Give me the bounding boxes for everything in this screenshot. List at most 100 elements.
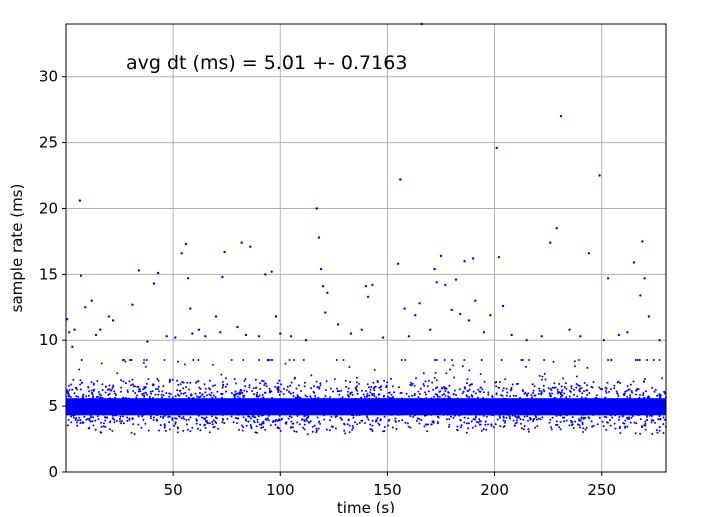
data-point — [319, 384, 322, 387]
data-point — [569, 390, 572, 393]
data-point — [373, 389, 376, 392]
data-point — [234, 400, 237, 402]
data-point — [578, 424, 581, 427]
data-point — [273, 399, 276, 402]
data-point — [86, 401, 89, 403]
data-point — [206, 394, 208, 397]
data-point — [391, 426, 394, 429]
data-point — [72, 378, 75, 381]
data-point — [277, 404, 280, 407]
data-point — [540, 410, 543, 412]
data-point — [582, 411, 585, 414]
data-point — [345, 411, 348, 414]
data-point — [137, 423, 140, 426]
data-point — [303, 411, 306, 414]
data-point — [406, 410, 409, 413]
data-point — [119, 420, 121, 423]
data-point — [221, 381, 224, 383]
data-point — [604, 390, 607, 392]
data-point — [157, 385, 160, 388]
data-point — [568, 395, 571, 398]
data-point — [242, 396, 245, 399]
data-point — [114, 404, 117, 407]
data-point — [155, 404, 158, 407]
data-point — [492, 414, 495, 417]
data-point — [325, 380, 328, 383]
data-point — [604, 405, 607, 408]
data-point — [482, 409, 485, 411]
data-point — [513, 408, 515, 411]
data-point — [424, 391, 427, 394]
data-point — [116, 398, 119, 401]
outlier-point — [433, 267, 436, 271]
data-point — [419, 387, 422, 390]
data-point — [516, 409, 519, 412]
data-point — [621, 415, 624, 417]
data-point — [160, 406, 162, 409]
data-point — [459, 426, 462, 429]
data-point — [158, 390, 161, 393]
data-point — [432, 402, 435, 405]
data-point — [306, 395, 309, 398]
data-point — [420, 419, 423, 421]
data-point — [154, 393, 157, 396]
data-point — [171, 417, 174, 420]
data-point — [516, 405, 519, 408]
data-point — [198, 401, 201, 404]
data-point — [159, 409, 162, 412]
data-point — [663, 390, 666, 393]
data-point — [638, 359, 641, 361]
data-point — [509, 417, 511, 420]
data-point — [278, 418, 280, 421]
data-point — [511, 383, 514, 386]
data-point — [623, 422, 626, 425]
data-point — [102, 407, 105, 410]
data-point — [415, 377, 417, 380]
data-point — [107, 393, 110, 396]
data-point — [309, 420, 312, 423]
data-point — [393, 406, 395, 409]
outlier-point — [403, 307, 406, 310]
data-point — [162, 404, 165, 407]
data-point — [78, 416, 81, 419]
data-point — [618, 416, 621, 418]
data-point — [406, 402, 409, 405]
data-point — [319, 422, 322, 425]
data-point — [203, 395, 206, 398]
data-point — [274, 423, 277, 426]
data-point — [426, 406, 429, 408]
data-point — [609, 388, 612, 391]
data-point — [519, 418, 522, 421]
data-point — [101, 383, 104, 386]
data-point — [619, 432, 622, 434]
data-point — [593, 410, 596, 413]
data-point — [605, 387, 608, 390]
data-point — [96, 380, 99, 382]
data-point — [538, 374, 541, 377]
data-point — [210, 403, 213, 406]
data-point — [572, 401, 575, 404]
data-point — [259, 403, 262, 406]
data-point — [485, 415, 488, 418]
data-point — [504, 397, 507, 400]
data-point — [128, 405, 131, 408]
data-point — [176, 389, 179, 392]
data-point — [233, 409, 236, 412]
data-point — [435, 379, 438, 382]
data-point — [326, 404, 329, 407]
data-point — [466, 382, 468, 385]
data-point — [216, 406, 219, 409]
data-point — [111, 398, 113, 401]
data-point — [122, 422, 125, 425]
data-point — [513, 424, 516, 427]
outlier-point — [197, 328, 201, 331]
data-point — [435, 413, 438, 416]
data-point — [634, 359, 637, 361]
data-point — [635, 422, 638, 425]
data-point — [185, 412, 188, 415]
data-point — [166, 408, 169, 411]
data-point — [203, 418, 206, 421]
data-point — [156, 414, 159, 417]
outlier-point — [418, 302, 421, 305]
data-point — [164, 410, 166, 413]
